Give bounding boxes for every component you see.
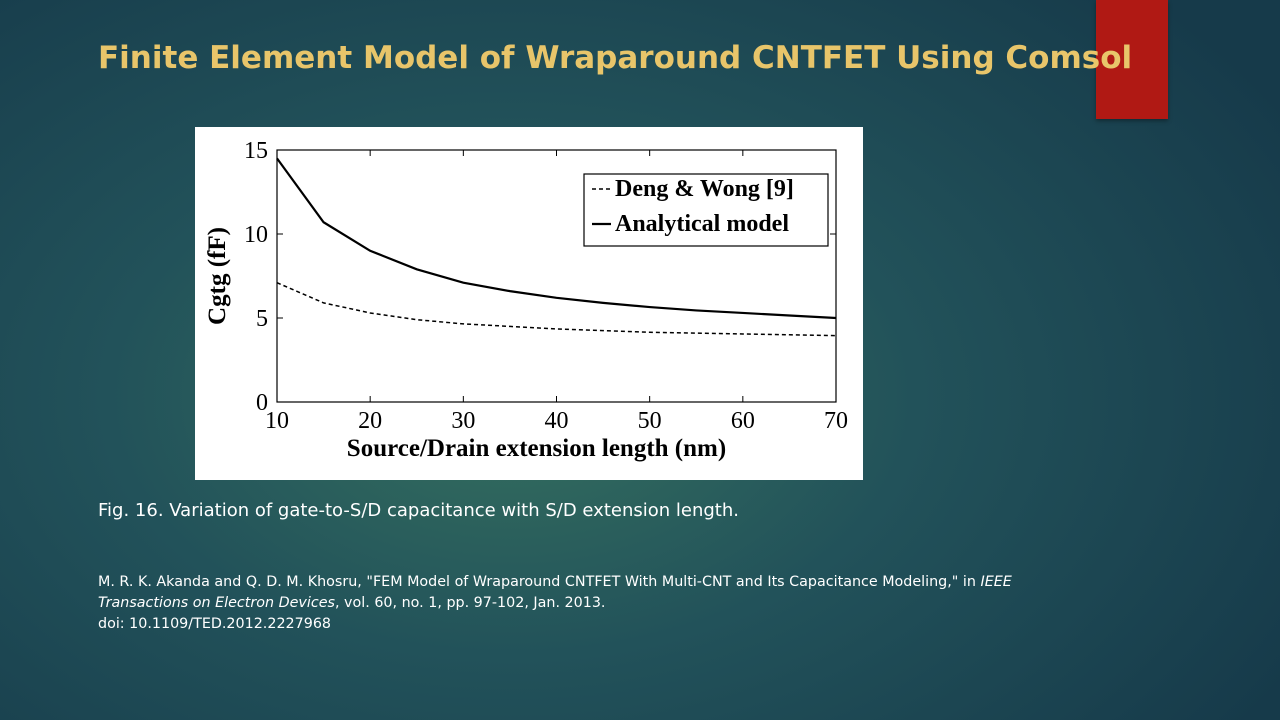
reference-doi: doi: 10.1109/TED.2012.2227968 (98, 616, 332, 632)
x-tick-label: 10 (265, 408, 289, 434)
x-tick-label: 20 (358, 408, 382, 434)
reference-journal: IEEE Transactions on Electron Devices (98, 574, 1012, 611)
series-line-deng-wong (276, 282, 837, 337)
y-tick-label: 15 (244, 138, 268, 164)
reference-text: M. R. K. Akanda and Q. D. M. Khosru, "FE… (98, 572, 1098, 635)
series-line-analytical-model (276, 157, 837, 320)
x-tick-label: 40 (545, 408, 569, 434)
accent-bar (1096, 0, 1168, 119)
legend-label: Deng & Wong [9] (615, 176, 794, 202)
x-tick-label: 50 (638, 408, 662, 434)
chart-figure: 10 20 30 40 50 60 70 0 5 10 15 Source/Drain extensi… (195, 127, 863, 480)
chart-svg: 10 20 30 40 50 60 70 0 5 10 15 Source/Drain extensi… (204, 138, 848, 462)
y-tick-label: 5 (256, 306, 268, 332)
x-tick-label: 60 (731, 408, 755, 434)
reference-authors-title: M. R. K. Akanda and Q. D. M. Khosru, "FE… (98, 574, 981, 590)
y-axis-label: Cgtg (fF) (204, 227, 231, 325)
x-tick-label: 30 (451, 408, 475, 434)
reference-volume-pages: , vol. 60, no. 1, pp. 97-102, Jan. 2013. (334, 595, 606, 611)
x-tick-label: 70 (824, 408, 848, 434)
legend-box (583, 173, 829, 247)
y-tick-label: 10 (244, 222, 268, 248)
figure-caption: Fig. 16. Variation of gate-to-S/D capaci… (98, 500, 739, 521)
x-axis-label: Source/Drain extension length (nm) (347, 435, 726, 462)
legend-label: Analytical model (615, 211, 789, 237)
y-tick-label: 0 (256, 390, 268, 416)
slide-title: Finite Element Model of Wraparound CNTFE… (98, 40, 1133, 76)
